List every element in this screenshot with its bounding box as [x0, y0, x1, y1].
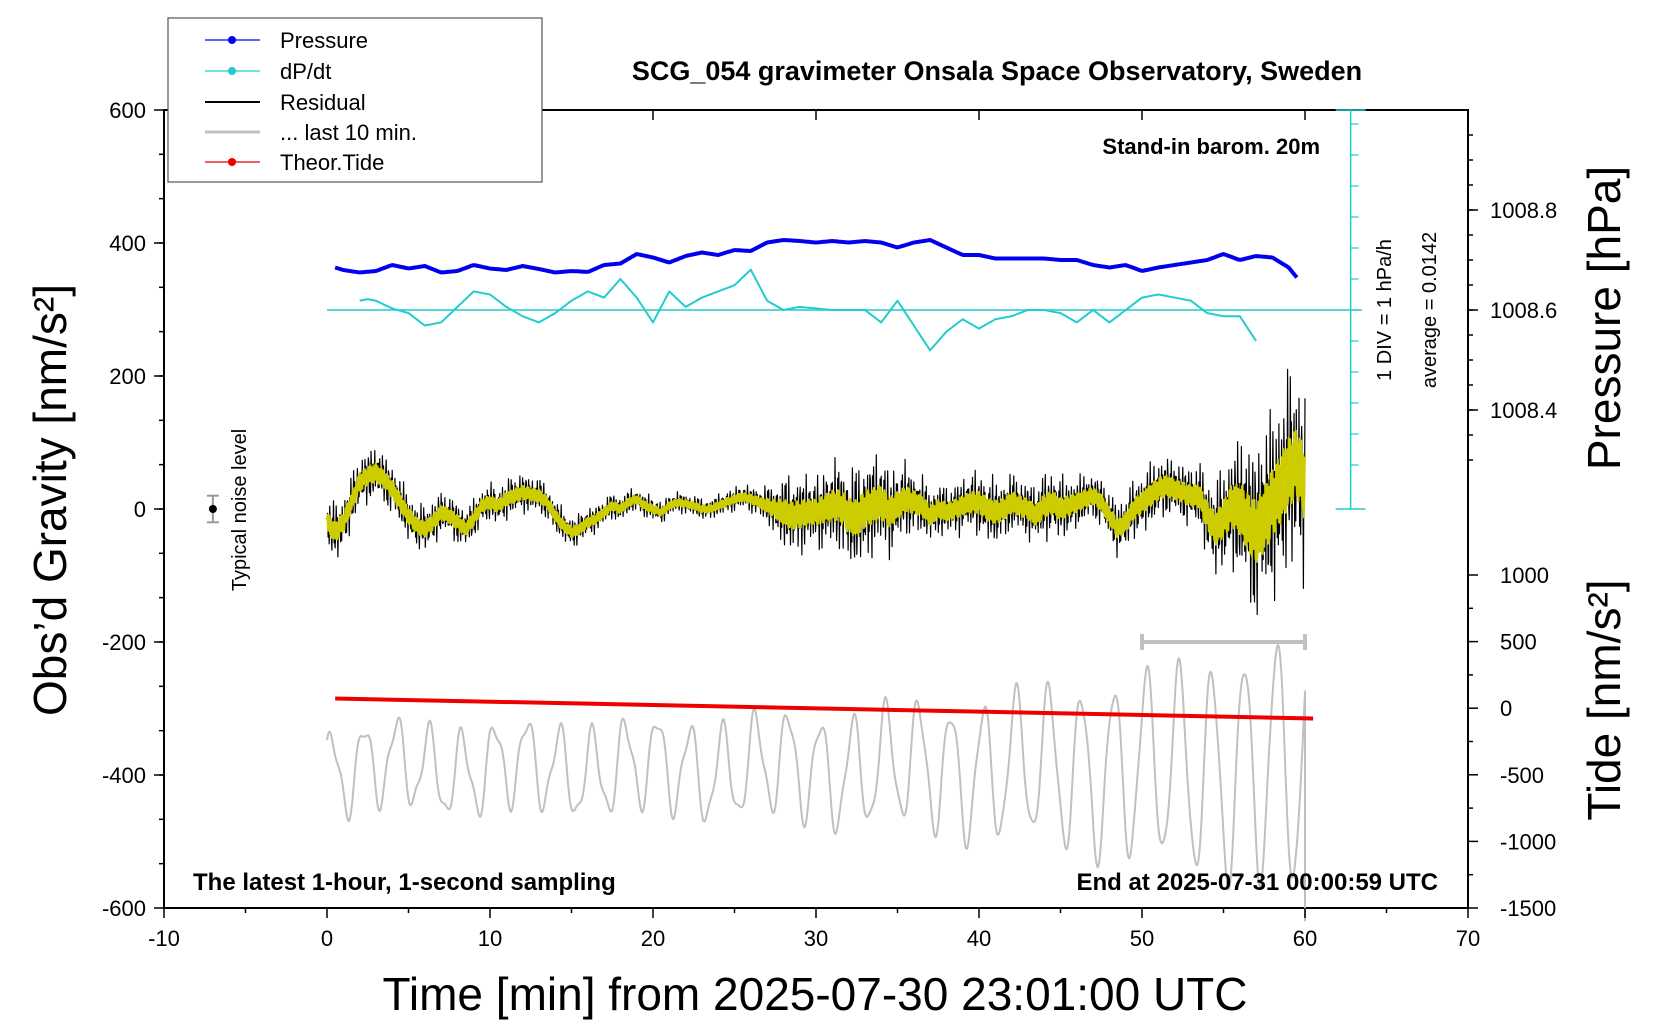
left-tick-label: -200 — [102, 630, 146, 655]
x-tick-label: -10 — [148, 926, 180, 951]
legend-item-residual: Residual — [205, 90, 366, 115]
residual-trace — [326, 368, 1306, 616]
dpdt-scale-bar — [1335, 109, 1366, 510]
left-tick-label: 200 — [109, 364, 146, 389]
x-axis-label: Time [min] from 2025-07-30 23:01:00 UTC — [383, 968, 1248, 1020]
tide-tick-label: 0 — [1500, 696, 1512, 721]
x-tick-label: 60 — [1293, 926, 1317, 951]
left-tick-label: 400 — [109, 231, 146, 256]
left-tick-label: 600 — [109, 98, 146, 123]
tide-axis-ticks: 1000 500 0 -500 -1000 -1500 — [1468, 563, 1556, 921]
dpdt-average-note: average = 0.0142 — [1419, 232, 1441, 388]
legend-label-pressure: Pressure — [280, 28, 368, 53]
pressure-tick-label: 1008.4 — [1490, 398, 1557, 423]
x-tick-label: 0 — [321, 926, 333, 951]
legend-item-last10: ... last 10 min. — [205, 120, 417, 145]
tide-tick-label: -500 — [1500, 763, 1544, 788]
pressure-trace — [334, 238, 1299, 279]
last-10-min-series — [326, 634, 1307, 922]
legend-label-tide: Theor.Tide — [280, 150, 384, 175]
pressure-axis-label: Pressure [hPa] — [1578, 166, 1630, 470]
x-tick-label: 70 — [1456, 926, 1480, 951]
legend-label-last10: ... last 10 min. — [280, 120, 417, 145]
tide-line — [335, 696, 1314, 721]
x-tick-label: 40 — [967, 926, 991, 951]
left-tick-label: -400 — [102, 763, 146, 788]
x-axis-ticks: -10 0 10 20 30 40 50 60 70 — [148, 110, 1480, 951]
noise-level-marker — [206, 494, 219, 524]
x-tick-label: 30 — [804, 926, 828, 951]
legend-item-tide: Theor.Tide — [205, 150, 384, 175]
tide-tick-label: 1000 — [1500, 563, 1549, 588]
legend-label-residual: Residual — [280, 90, 366, 115]
end-time-note: End at 2025-07-31 00:00:59 UTC — [1077, 869, 1439, 896]
residual-series — [326, 368, 1306, 616]
tide-tick-label: -1000 — [1500, 829, 1556, 854]
legend: Pressure dP/dt Residual ... last 10 min.… — [167, 17, 543, 183]
legend-item-dpdt: dP/dt — [205, 59, 331, 84]
stand-in-barometer-note: Stand-in barom. 20m — [1102, 134, 1320, 159]
left-tick-label: -600 — [102, 896, 146, 921]
residual-smoothed-trace — [326, 429, 1306, 563]
x-tick-label: 50 — [1130, 926, 1154, 951]
last-10-min-trace — [326, 643, 1306, 922]
tide-axis-label: Tide [nm/s²] — [1578, 579, 1630, 820]
left-tick-label: 0 — [134, 497, 146, 522]
pressure-axis-ticks: 1008.8 1008.6 1008.4 — [1468, 134, 1557, 461]
dpdt-trace — [359, 268, 1257, 352]
left-axis-ticks: 600 400 200 0 -200 -400 -600 — [102, 98, 164, 921]
x-tick-label: 20 — [641, 926, 665, 951]
noise-level-label: Typical noise level — [229, 429, 251, 591]
legend-label-dpdt: dP/dt — [280, 59, 331, 84]
sampling-note: The latest 1-hour, 1-second sampling — [193, 869, 616, 896]
noise-point — [208, 505, 217, 513]
chart-title: SCG_054 gravimeter Onsala Space Observat… — [632, 56, 1362, 86]
legend-item-pressure: Pressure — [205, 28, 368, 53]
pressure-tick-label: 1008.6 — [1490, 298, 1557, 323]
pressure-tick-label: 1008.8 — [1490, 198, 1557, 223]
x-tick-label: 10 — [478, 926, 502, 951]
pressure-series — [334, 238, 1299, 279]
theoretical-tide-series — [335, 696, 1314, 721]
tide-tick-label: 500 — [1500, 630, 1537, 655]
dpdt-division-note: 1 DIV = 1 hPa/h — [1374, 239, 1396, 381]
left-axis-label: Obs’d Gravity [nm/s²] — [24, 284, 76, 716]
dpdt-series — [327, 268, 1363, 352]
legend-box — [167, 17, 543, 183]
tide-tick-label: -1500 — [1500, 896, 1556, 921]
